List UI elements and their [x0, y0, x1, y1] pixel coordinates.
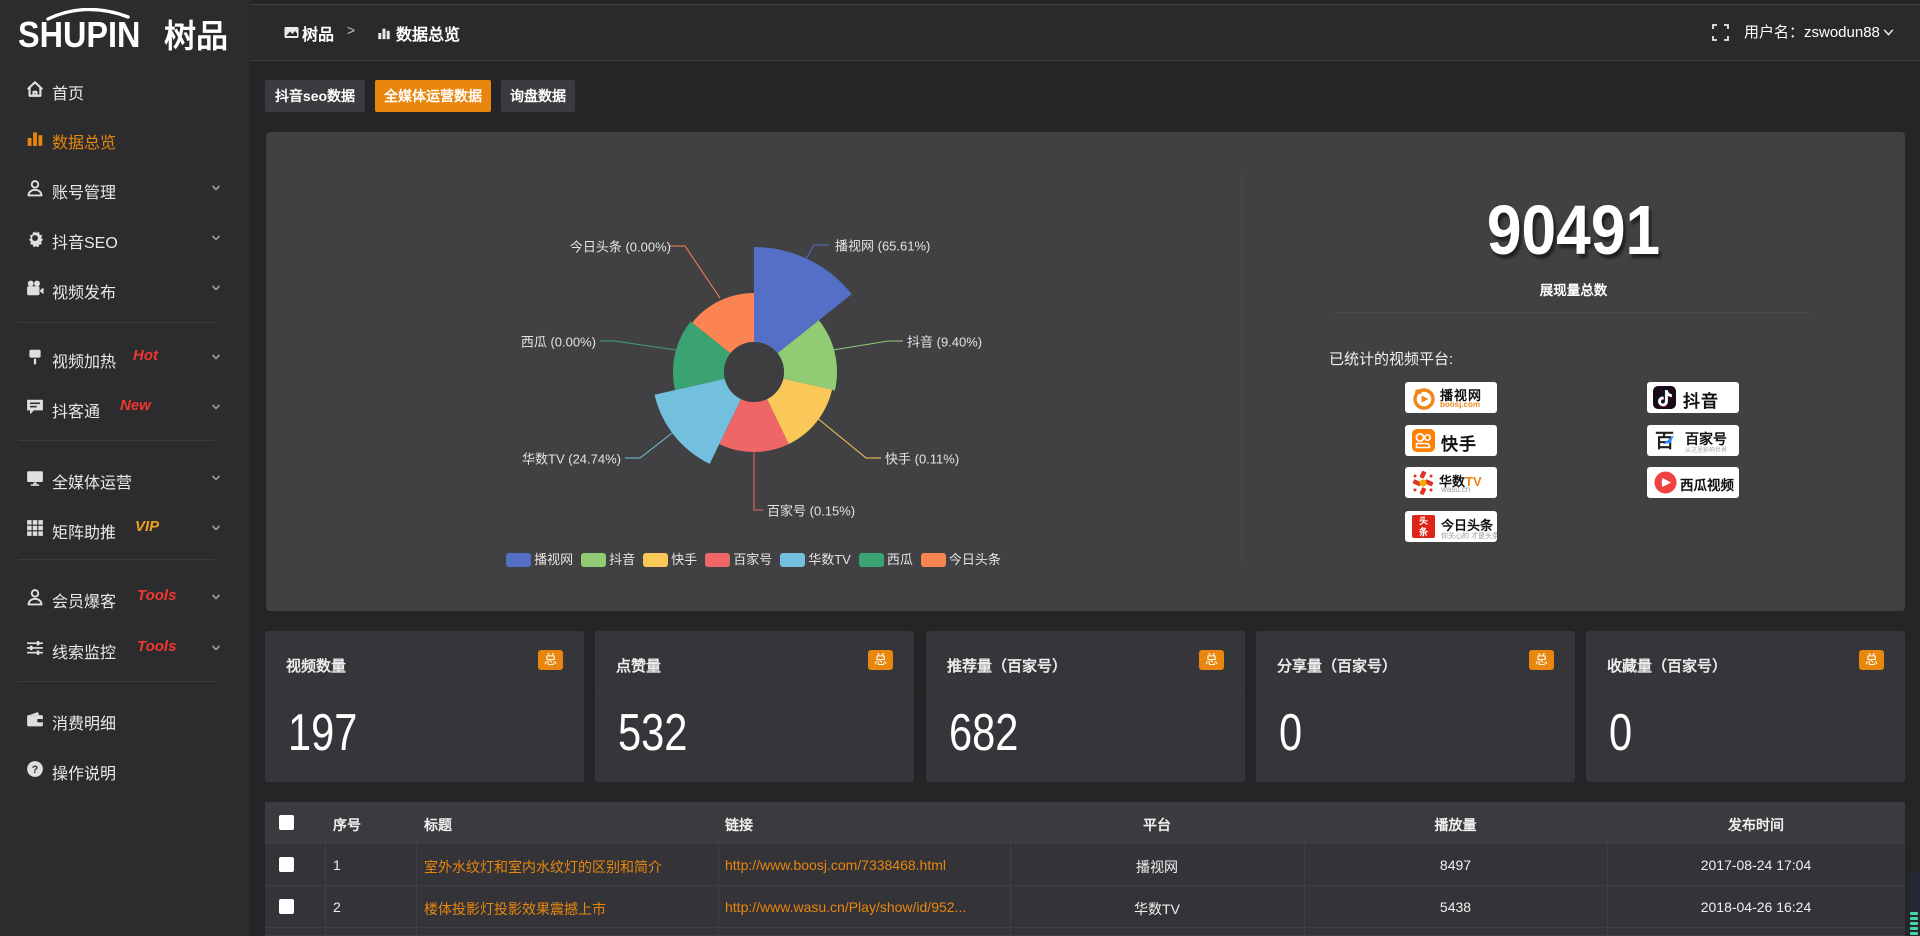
- svg-text:树品: 树品: [164, 18, 228, 52]
- svg-text:?: ?: [32, 764, 39, 776]
- svg-text:SHUPIN: SHUPIN: [18, 15, 140, 52]
- svg-text:百: 百: [1655, 431, 1674, 452]
